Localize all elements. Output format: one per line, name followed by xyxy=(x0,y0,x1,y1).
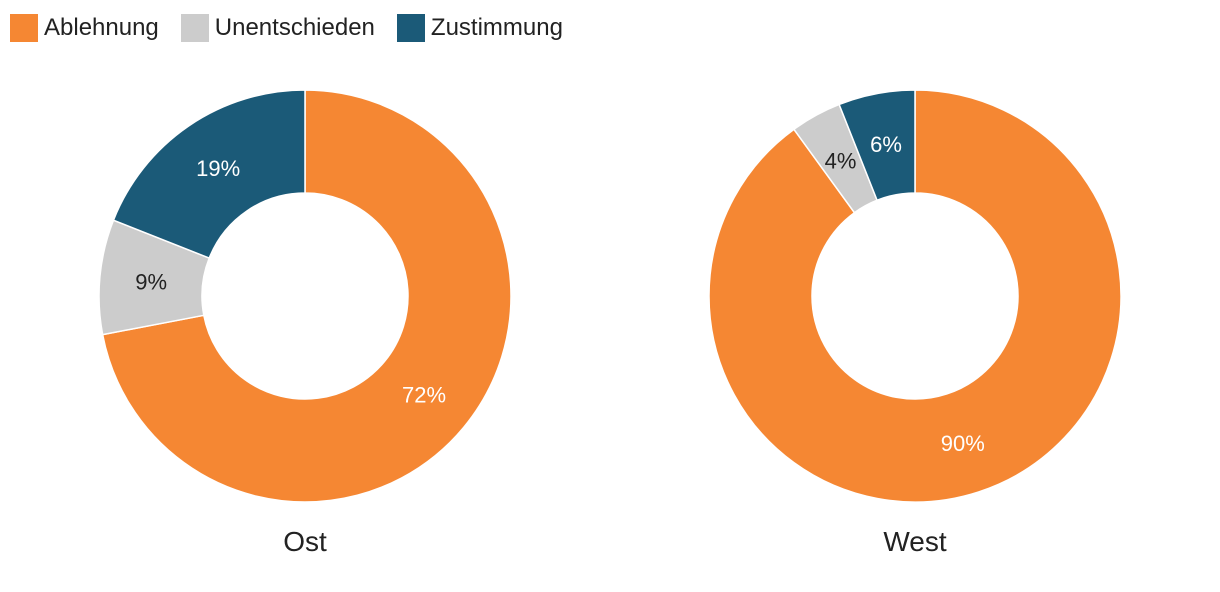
legend-label-ablehnung: Ablehnung xyxy=(44,14,159,41)
chart-title-west: West xyxy=(883,526,946,557)
slice-west-ablehnung xyxy=(708,89,1122,503)
legend-swatch-ablehnung xyxy=(10,14,38,42)
legend-label-zustimmung: Zustimmung xyxy=(430,14,563,41)
legend-item-ablehnung: Ablehnung xyxy=(10,14,159,42)
slice-label-ost-zustimmung: 19% xyxy=(196,156,240,181)
legend-swatch-unentschieden xyxy=(180,14,209,42)
slice-label-ost-ablehnung: 72% xyxy=(402,382,446,407)
slice-ost-ablehnung xyxy=(101,89,512,503)
slice-label-ost-unentschieden: 9% xyxy=(135,269,167,294)
slice-ost-zustimmung xyxy=(112,89,306,260)
slice-label-west-unentschieden: 4% xyxy=(825,149,857,174)
slice-label-west-zustimmung: 6% xyxy=(870,132,902,157)
slice-west-zustimmung xyxy=(838,89,916,202)
legend-label-unentschieden: Unentschieden xyxy=(214,14,375,41)
legend-swatch-zustimmung xyxy=(396,14,425,42)
legend: Ablehnung Unentschieden Zustimmung xyxy=(10,14,585,42)
chart-title-ost: Ost xyxy=(283,526,327,557)
legend-item-unentschieden: Unentschieden xyxy=(180,14,375,42)
slice-label-west-ablehnung: 90% xyxy=(941,431,985,456)
legend-item-zustimmung: Zustimmung xyxy=(396,14,563,42)
donut-ost: 72% 9% 19% Ost xyxy=(98,89,512,557)
donut-west: 90% 4% 6% West xyxy=(708,89,1122,557)
